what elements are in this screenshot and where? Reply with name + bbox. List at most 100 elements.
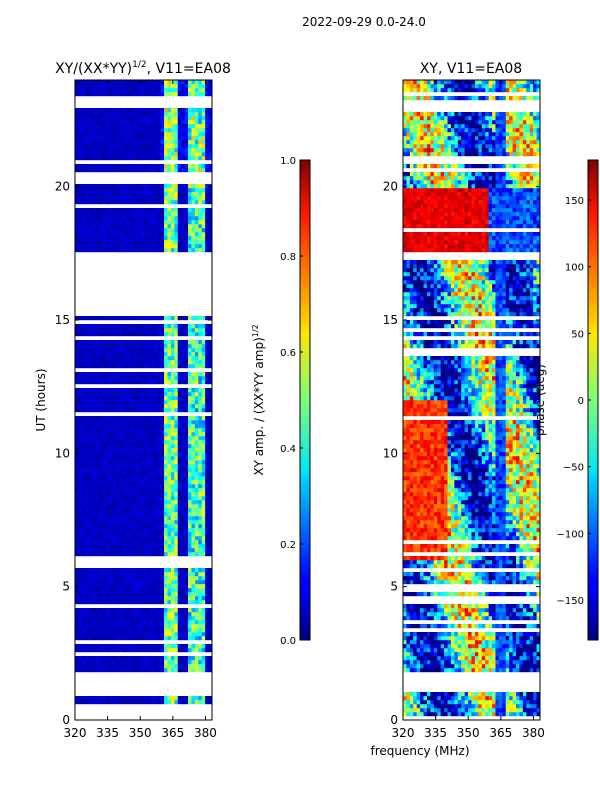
heatmap-cell (112, 528, 117, 533)
heatmap-cell (181, 432, 185, 437)
heatmap-cell (129, 700, 134, 705)
heatmap-cell (201, 488, 206, 493)
heatmap-cell (174, 356, 179, 361)
heatmap-cell (122, 520, 127, 525)
heatmap-cell (177, 544, 182, 549)
heatmap-cell (75, 140, 79, 145)
heatmap-cell (188, 440, 192, 445)
heatmap-cell (78, 340, 83, 345)
heatmap-cell (140, 156, 144, 161)
heatmap-cell (170, 92, 175, 97)
heatmap-cell (205, 520, 209, 525)
heatmap-cell (167, 508, 172, 513)
heatmap-cell (160, 112, 165, 117)
heatmap-cell (177, 520, 182, 525)
heatmap-cell (440, 696, 445, 701)
heatmap-cell (181, 196, 185, 201)
heatmap-cell (95, 644, 100, 649)
heatmap-cell (170, 328, 175, 333)
heatmap-cell (112, 512, 117, 517)
heatmap-cell (143, 388, 148, 393)
heatmap-cell (181, 216, 185, 221)
heatmap-cell (150, 628, 155, 633)
heatmap-cell (98, 476, 103, 481)
heatmap-cell (85, 488, 90, 493)
heatmap-cell (88, 348, 93, 353)
heatmap-cell (194, 408, 199, 413)
heatmap-cell (160, 216, 165, 221)
heatmap-cell (98, 404, 103, 409)
heatmap-cell (112, 128, 117, 133)
heatmap-cell (420, 708, 424, 713)
heatmap-cell (95, 188, 100, 193)
heatmap-cell (153, 484, 158, 489)
heatmap-cell (85, 524, 90, 529)
heatmap-cell (88, 544, 93, 549)
heatmap-cell (143, 448, 148, 453)
heatmap-cell (191, 236, 196, 241)
heatmap-cell (170, 248, 175, 253)
heatmap-cell (201, 464, 206, 469)
heatmap-cell (92, 372, 96, 377)
heatmap-cell (136, 376, 141, 381)
heatmap-cell (105, 316, 110, 321)
heatmap-cell (191, 696, 196, 701)
heatmap-cell (170, 164, 175, 169)
heatmap-cell (85, 332, 90, 337)
heatmap-cell (136, 536, 141, 541)
heatmap-cell (495, 696, 500, 701)
heatmap-cell (164, 196, 168, 201)
heatmap-cell (98, 232, 103, 237)
heatmap-cell (98, 156, 103, 161)
heatmap-cell (136, 540, 141, 545)
heatmap-cell (85, 132, 90, 137)
heatmap-cell (129, 108, 134, 113)
heatmap-cell (92, 696, 96, 701)
heatmap-cell (413, 704, 418, 709)
heatmap-cell (109, 116, 114, 121)
heatmap-cell (184, 476, 189, 481)
heatmap-cell (112, 436, 117, 441)
heatmap-cell (88, 516, 93, 521)
heatmap-cell (109, 504, 114, 509)
heatmap-cell (146, 448, 151, 453)
heatmap-cell (140, 460, 144, 465)
heatmap-cell (454, 696, 459, 701)
heatmap-cell (143, 580, 148, 585)
heatmap-cell (150, 408, 155, 413)
heatmap-cell (102, 200, 107, 205)
heatmap-cell (109, 584, 114, 589)
heatmap-cell (194, 388, 199, 393)
heatmap-cell (92, 516, 96, 521)
heatmap-cell (426, 668, 431, 673)
heatmap-cell (403, 708, 407, 713)
heatmap-cell (105, 544, 110, 549)
heatmap-cell (167, 164, 172, 169)
heatmap-cell (109, 244, 114, 249)
heatmap-cell (413, 668, 418, 673)
heatmap-cell (102, 504, 107, 509)
heatmap-cell (157, 528, 162, 533)
heatmap-cell (92, 92, 96, 97)
heatmap-cell (146, 120, 151, 125)
heatmap-cell (409, 664, 414, 669)
heatmap-cell (191, 432, 196, 437)
heatmap-cell (450, 668, 455, 673)
heatmap-cell (191, 164, 196, 169)
heatmap-cell (191, 568, 196, 573)
heatmap-cell (102, 328, 107, 333)
heatmap-cell (92, 476, 96, 481)
heatmap-cell (191, 332, 196, 337)
heatmap-cell (81, 532, 86, 537)
heatmap-cell (143, 132, 148, 137)
heatmap-cell (133, 632, 138, 637)
heatmap-cell (184, 388, 189, 393)
heatmap-cell (105, 532, 110, 537)
heatmap-cell (164, 392, 168, 397)
heatmap-cell (95, 476, 100, 481)
heatmap-cell (85, 492, 90, 497)
heatmap-cell (440, 700, 445, 705)
heatmap-cell (150, 356, 155, 361)
heatmap-cell (140, 624, 144, 629)
heatmap-cell (126, 576, 131, 581)
